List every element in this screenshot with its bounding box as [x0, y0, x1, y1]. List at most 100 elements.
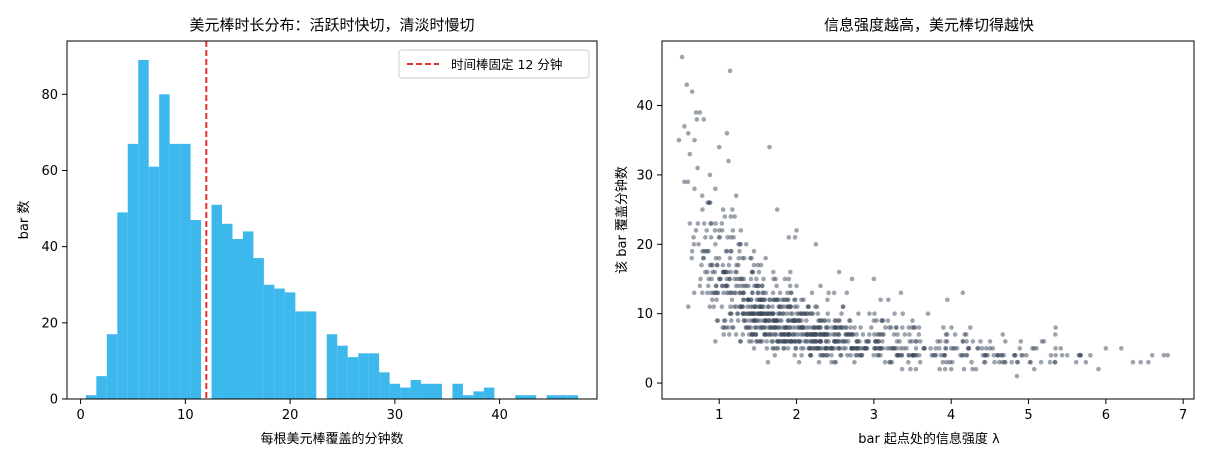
scatter-point [945, 297, 950, 303]
scatter-point [714, 297, 719, 303]
scatter-point [785, 290, 790, 296]
histogram-bar-7 [148, 166, 160, 399]
scatter-point [699, 193, 705, 199]
scatter-point [897, 352, 903, 358]
scatter-point [933, 346, 939, 351]
scatter-point [872, 332, 877, 337]
scatter-point [809, 339, 814, 344]
scatter-point [1073, 359, 1079, 365]
scatter-point [747, 318, 753, 323]
scatter-point [779, 339, 784, 344]
scatter-point [741, 311, 747, 316]
scatter-chart: 信息强度越高，美元棒切得越快 1 2 3 4 5 6 7 0 10 20 30 40 bar 起点处… [614, 16, 1195, 447]
scatter-point [691, 241, 697, 247]
scatter-point [852, 359, 857, 365]
scatter-point [700, 248, 705, 254]
scatter-point [973, 366, 979, 372]
histogram-bar-33 [421, 383, 432, 399]
scatter-point [796, 318, 802, 323]
scatter-point [685, 130, 691, 136]
scatter-point [902, 332, 908, 337]
scatter-point [773, 318, 778, 323]
scatter-point [944, 359, 949, 365]
scatter-point [940, 359, 946, 365]
scatter-point [770, 290, 776, 296]
scatter-point [736, 255, 742, 261]
scatter-point [848, 325, 853, 330]
scatter-points [676, 54, 1171, 379]
y-tick-label: 30 [636, 168, 653, 183]
x-tick-label: 7 [1179, 408, 1187, 423]
scatter-point [1031, 346, 1037, 351]
scatter-point [700, 290, 705, 296]
histogram-bar-29 [379, 372, 390, 399]
y-tick-label: 20 [636, 238, 653, 253]
scatter-point [714, 262, 720, 268]
scatter-point [833, 325, 839, 330]
scatter-point [751, 262, 757, 268]
scatter-point [886, 297, 891, 303]
scatter-point [906, 325, 912, 330]
scatter-point [748, 276, 754, 282]
scatter-point [773, 332, 779, 337]
scatter-point [761, 311, 767, 316]
scatter-point [979, 346, 985, 351]
scatter-point [992, 359, 997, 365]
scatter-point [897, 339, 902, 344]
scatter-point [699, 262, 704, 268]
scatter-y-ticks: 0 10 20 30 40 [636, 99, 662, 392]
scatter-point [907, 339, 913, 344]
scatter-point [749, 332, 755, 337]
scatter-point [949, 325, 954, 330]
scatter-point [829, 352, 834, 358]
scatter-point [735, 311, 740, 316]
scatter-point [784, 311, 789, 316]
histogram-bar-8 [159, 94, 170, 399]
scatter-point [964, 339, 969, 344]
histogram-title: 美元棒时长分布：活跃时快切，清淡时慢切 [189, 16, 474, 34]
scatter-point [682, 124, 687, 129]
scatter-point [764, 346, 770, 351]
scatter-point [942, 366, 948, 372]
scatter-point [995, 352, 1001, 358]
scatter-point [786, 339, 792, 344]
scatter-point [766, 304, 771, 310]
histogram-bar-13 [211, 204, 223, 399]
scatter-point [976, 346, 981, 351]
scatter-point [1165, 352, 1171, 358]
scatter-point [729, 297, 735, 303]
scatter-point [751, 248, 757, 254]
scatter-point [937, 346, 942, 351]
scatter-point [758, 304, 763, 310]
scatter-point [786, 235, 792, 240]
x-tick-label: 30 [387, 408, 404, 423]
scatter-point [765, 311, 771, 316]
scatter-point [741, 255, 747, 261]
scatter-point [948, 366, 954, 372]
scatter-point [959, 352, 965, 358]
x-tick-label: 5 [1024, 408, 1032, 423]
x-tick-label: 6 [1102, 408, 1110, 423]
scatter-point [845, 339, 851, 344]
scatter-point [740, 332, 746, 337]
scatter-point [1088, 352, 1093, 358]
scatter-point [736, 283, 742, 289]
histogram-bar-21 [295, 311, 306, 399]
scatter-point [1083, 359, 1089, 365]
scatter-point [701, 221, 707, 226]
scatter-point [772, 352, 778, 358]
histogram-x-axis-label: 每根美元棒覆盖的分钟数 [260, 431, 403, 447]
scatter-point [954, 346, 960, 351]
scatter-point [925, 311, 931, 316]
scatter-point [907, 332, 912, 337]
scatter-point [1059, 352, 1065, 358]
scatter-point [733, 269, 738, 275]
scatter-point [982, 352, 988, 358]
scatter-point [713, 186, 718, 192]
scatter-point [682, 179, 687, 185]
scatter-point [724, 283, 729, 289]
scatter-point [845, 332, 850, 337]
scatter-point [741, 297, 747, 303]
histogram-x-ticks: 0 10 20 30 40 [76, 399, 508, 423]
scatter-point [849, 332, 854, 337]
